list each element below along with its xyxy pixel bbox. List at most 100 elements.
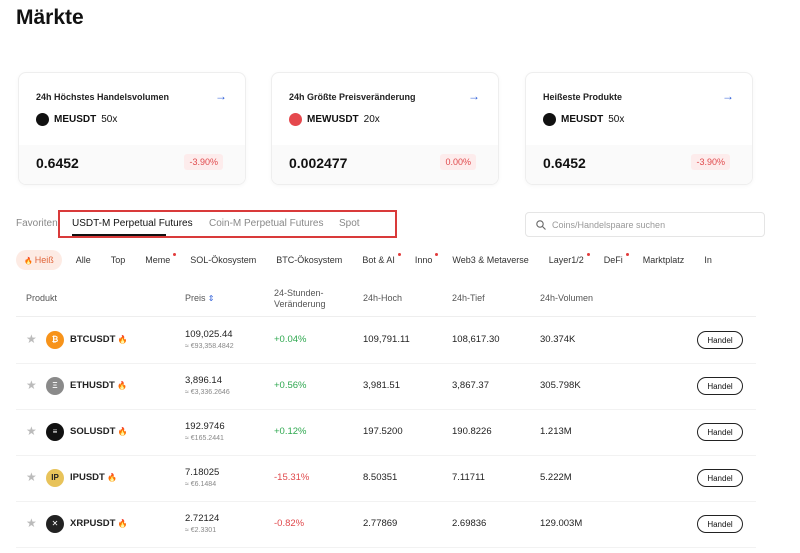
change: -0.82% [274, 518, 305, 529]
row-divider [16, 455, 756, 456]
filter-label: Top [110, 255, 126, 265]
card-symbol-row: MEWUSDT 20x [289, 113, 380, 126]
filter-chip[interactable]: Layer1/2 [548, 253, 590, 265]
high: 3,981.51 [363, 380, 400, 391]
star-icon[interactable]: ★ [26, 516, 37, 530]
coin-icon: ✕ [46, 515, 64, 533]
card-leverage: 50x [101, 114, 118, 125]
trade-button[interactable]: Handel [697, 515, 743, 533]
low: 2.69836 [452, 518, 487, 529]
market-tab[interactable]: Coin-M Perpetual Futures [209, 218, 324, 229]
filter-label: Inno [414, 255, 433, 265]
card-symbol-row: MEUSDT 50x [543, 113, 624, 126]
change: +0.12% [274, 426, 307, 437]
filter-chip[interactable]: Top [111, 255, 126, 265]
search-box[interactable]: Coins/Handelspaare suchen [525, 212, 765, 237]
header-divider [16, 316, 756, 317]
column-header: 24h-Hoch [363, 293, 403, 303]
market-card[interactable]: 24h Höchstes Handelsvolumen → MEUSDT 50x 0.6… [18, 72, 246, 185]
filter-label: Marktplatz [642, 255, 685, 265]
card-title: 24h Höchstes Handelsvolumen [36, 92, 170, 102]
filter-chip[interactable]: Bot & AI [362, 253, 401, 265]
coin-icon: IP [46, 469, 64, 487]
market-card[interactable]: 24h Größte Preisveränderung → MEWUSDT 20x 0.… [271, 72, 499, 185]
new-dot [586, 253, 590, 256]
search-placeholder: Coins/Handelspaare suchen [552, 220, 666, 230]
filter-label: SOL-Ökosystem [190, 255, 257, 265]
filter-label: In [704, 255, 712, 265]
star-icon[interactable]: ★ [26, 470, 37, 484]
column-header: 24h-Volumen [540, 293, 594, 303]
arrow-icon: → [468, 89, 480, 103]
sort-icon: ⇕ [205, 294, 215, 303]
card-price: 0.6452 [36, 155, 79, 171]
coin-icon: ₿ [46, 331, 64, 349]
high: 197.5200 [363, 426, 403, 437]
column-header: Produkt [26, 293, 58, 303]
filter-label: Layer1/2 [548, 255, 584, 265]
filter-chip[interactable]: Inno [414, 253, 439, 265]
coin-icon: Ξ [46, 377, 64, 395]
filter-chip[interactable]: DeFi [604, 253, 629, 265]
market-tab[interactable]: Spot [339, 218, 360, 229]
filter-chip[interactable]: 🔥 Heiß [16, 250, 62, 270]
card-change: 0.00% [440, 154, 476, 170]
volume: 305.798K [540, 380, 581, 391]
trade-button[interactable]: Handel [697, 377, 743, 395]
highlight-box [58, 210, 397, 238]
card-title: 24h Größte Preisveränderung [289, 92, 416, 102]
trade-button[interactable]: Handel [697, 331, 743, 349]
coin-icon [36, 113, 49, 126]
product-symbol: XRPUSDT 🔥 [70, 518, 128, 529]
price-eur: ≈ €6.1484 [185, 481, 217, 488]
price: 7.18025 [185, 467, 220, 478]
filter-chip[interactable]: BTC-Ökosystem [276, 255, 342, 265]
fire-icon: 🔥 [115, 519, 128, 528]
trade-button[interactable]: Handel [697, 423, 743, 441]
price: 192.9746 [185, 421, 225, 432]
product-symbol: IPUSDT 🔥 [70, 472, 118, 483]
trade-button[interactable]: Handel [697, 469, 743, 487]
product-symbol: SOLUSDT 🔥 [70, 426, 128, 437]
fire-icon: 🔥 [114, 381, 128, 390]
filter-bar: 🔥 Heiß Alle Top Meme SOL-Ökosystem BTC-Ökosyst… [16, 250, 732, 270]
star-icon[interactable]: ★ [26, 424, 37, 438]
column-header: 24h-Tief [452, 293, 485, 303]
coin-icon [543, 113, 556, 126]
low: 3,867.37 [452, 380, 489, 391]
filter-chip[interactable]: Meme [145, 253, 177, 265]
card-title: Heißeste Produkte [543, 92, 623, 102]
filter-chip[interactable]: Alle [76, 255, 91, 265]
volume: 5.222M [540, 472, 572, 483]
star-icon[interactable]: ★ [26, 332, 37, 346]
filter-chip[interactable]: In [704, 255, 712, 265]
favorites-tab[interactable]: Favoriten [16, 218, 58, 229]
column-header: 24-Stunden-Veränderung [274, 288, 326, 309]
product-symbol: ETHUSDT 🔥 [70, 380, 128, 391]
new-dot [435, 253, 439, 256]
product-symbol: BTCUSDT 🔥 [70, 334, 128, 345]
change: +0.04% [274, 334, 307, 345]
row-divider [16, 501, 756, 502]
card-leverage: 20x [363, 114, 380, 125]
filter-chip[interactable]: Web3 & Metaverse [452, 255, 528, 265]
filter-chip[interactable]: Marktplatz [643, 255, 685, 265]
card-symbol: MEUSDT [54, 114, 97, 125]
card-leverage: 50x [608, 114, 625, 125]
fire-icon: 🔥 [24, 258, 33, 265]
fire-icon: 🔥 [104, 473, 118, 482]
coin-icon: ≡ [46, 423, 64, 441]
card-symbol-row: MEUSDT 50x [36, 113, 117, 126]
card-change: -3.90% [184, 154, 223, 170]
row-divider [16, 409, 756, 410]
market-tab[interactable]: USDT-M Perpetual Futures [72, 218, 193, 229]
page-title: Märkte [16, 6, 84, 29]
market-card[interactable]: Heißeste Produkte → MEUSDT 50x 0.6452 -3.90% [525, 72, 753, 185]
filter-label: Alle [75, 255, 91, 265]
filter-label: Meme [145, 255, 171, 265]
star-icon[interactable]: ★ [26, 378, 37, 392]
filter-chip[interactable]: SOL-Ökosystem [190, 255, 256, 265]
card-symbol: MEWUSDT [307, 114, 359, 125]
row-divider [16, 547, 756, 548]
tab-underline [72, 234, 166, 236]
